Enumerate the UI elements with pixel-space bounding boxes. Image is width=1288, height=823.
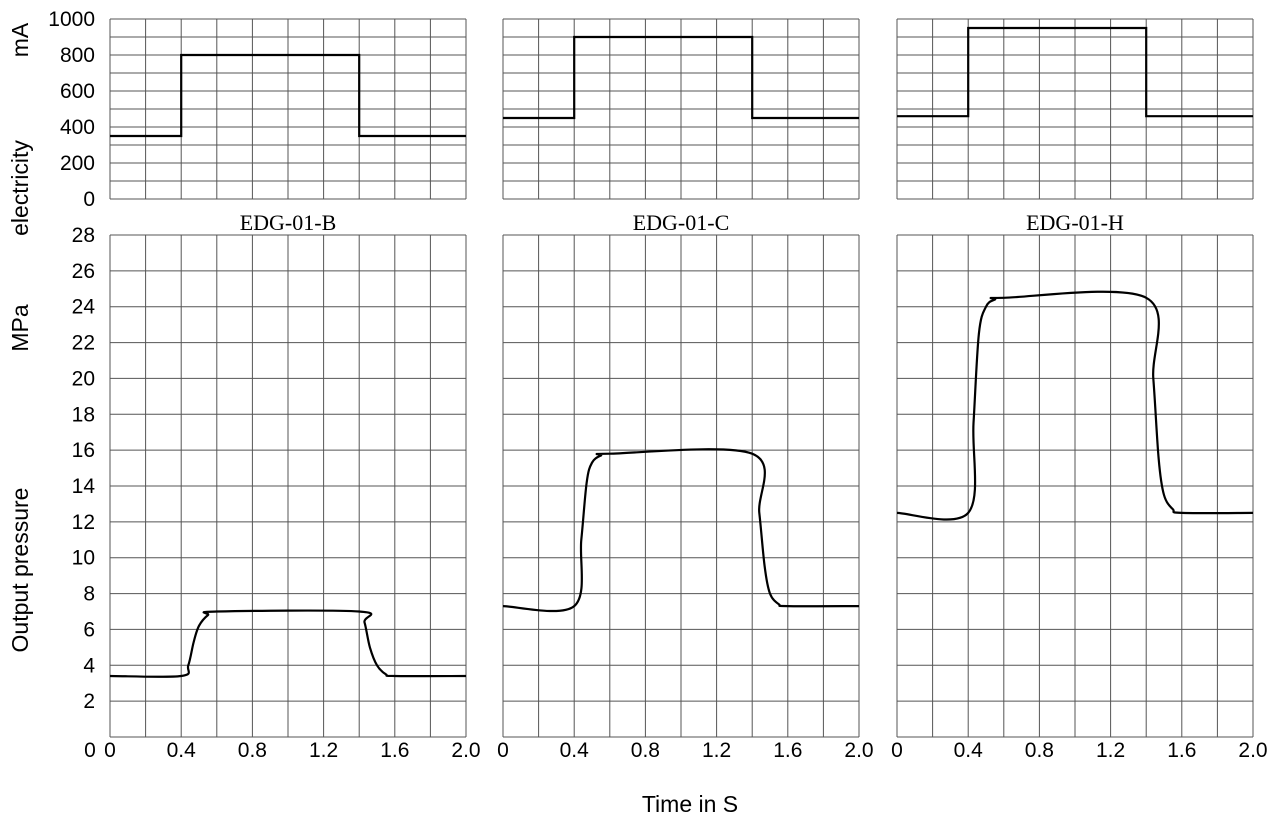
panels: 0200400600800100024681012141618202224262… [48,8,1267,762]
pressure-tick-label: 24 [72,296,96,319]
panel-edg-01-h: EDG-01-H 0 0.4 0.8 1.2 1.6 2.0 [891,18,1268,762]
panel-title: EDG-01-B [240,210,337,235]
current-tick-label: 1000 [48,8,95,31]
x-tick-label: 0.8 [238,739,267,762]
current-tick-label: 400 [60,116,95,139]
x-tick-label: 0.8 [1025,739,1054,762]
pressure-tick-label: 14 [72,475,96,498]
pressure-tick-label: 4 [83,654,95,677]
pressure-tick-label: 12 [72,511,95,534]
pressure-tick-label: 10 [72,547,95,570]
current-series-line [897,26,1253,118]
pressure-tick-label: 8 [83,583,95,606]
x-tick-label: 1.6 [773,739,802,762]
panel-title: EDG-01-H [1026,210,1124,235]
pressure-tick-label: 22 [72,332,95,355]
current-axis-unit: mA [7,22,33,57]
x-tick-label: 1.6 [1167,739,1196,762]
x-tick-label: 0.4 [954,739,984,762]
current-series-line [503,35,859,120]
pressure-series-line [502,448,860,613]
current-tick-label: 800 [60,44,95,67]
pressure-axis-title: Output pressure [7,488,33,653]
x-tick-label: 0 [891,739,903,762]
x-tick-label: 0.4 [167,739,197,762]
pressure-tick-label: 28 [72,224,95,247]
title-band [502,200,860,234]
pressure-tick-label: 26 [72,260,95,283]
pressure-tick-label: 18 [72,403,95,426]
panel-title: EDG-01-C [633,210,730,235]
x-tick-label: 2.0 [844,739,873,762]
title-band [896,200,1254,234]
x-tick-label: 1.2 [309,739,338,762]
x-tick-label: 1.6 [380,739,409,762]
current-tick-label: 200 [60,152,95,175]
pressure-tick-label: 20 [72,367,95,390]
pressure-tick-label: 16 [72,439,95,462]
x-tick-label: 2.0 [1238,739,1267,762]
pressure-axis-unit: MPa [7,304,33,352]
pressure-tick-label: 0 [84,739,96,762]
x-tick-label: 0 [497,739,509,762]
title-band [109,200,467,234]
x-tick-label: 0 [104,739,116,762]
pressure-series-line [109,609,467,678]
pressure-tick-label: 6 [83,618,95,641]
pressure-series-line [896,290,1254,521]
x-tick-label: 0.8 [631,739,660,762]
panel-edg-01-b: EDG-01-B 0 0.4 0.8 1.2 1.6 2.0 [104,18,481,762]
current-series-line [110,53,466,138]
current-tick-label: 600 [60,80,95,103]
x-tick-label: 0.4 [560,739,590,762]
pressure-tick-label: 2 [83,690,95,713]
current-tick-label: 0 [83,188,95,211]
current-axis-title: electricity [7,140,33,236]
x-tick-label: 1.2 [702,739,731,762]
x-tick-label: 1.2 [1096,739,1125,762]
x-tick-label: 2.0 [451,739,480,762]
panel-edg-01-c: EDG-01-C 0 0.4 0.8 1.2 1.6 2.0 [497,18,874,762]
x-axis-title: Time in S [642,791,738,817]
